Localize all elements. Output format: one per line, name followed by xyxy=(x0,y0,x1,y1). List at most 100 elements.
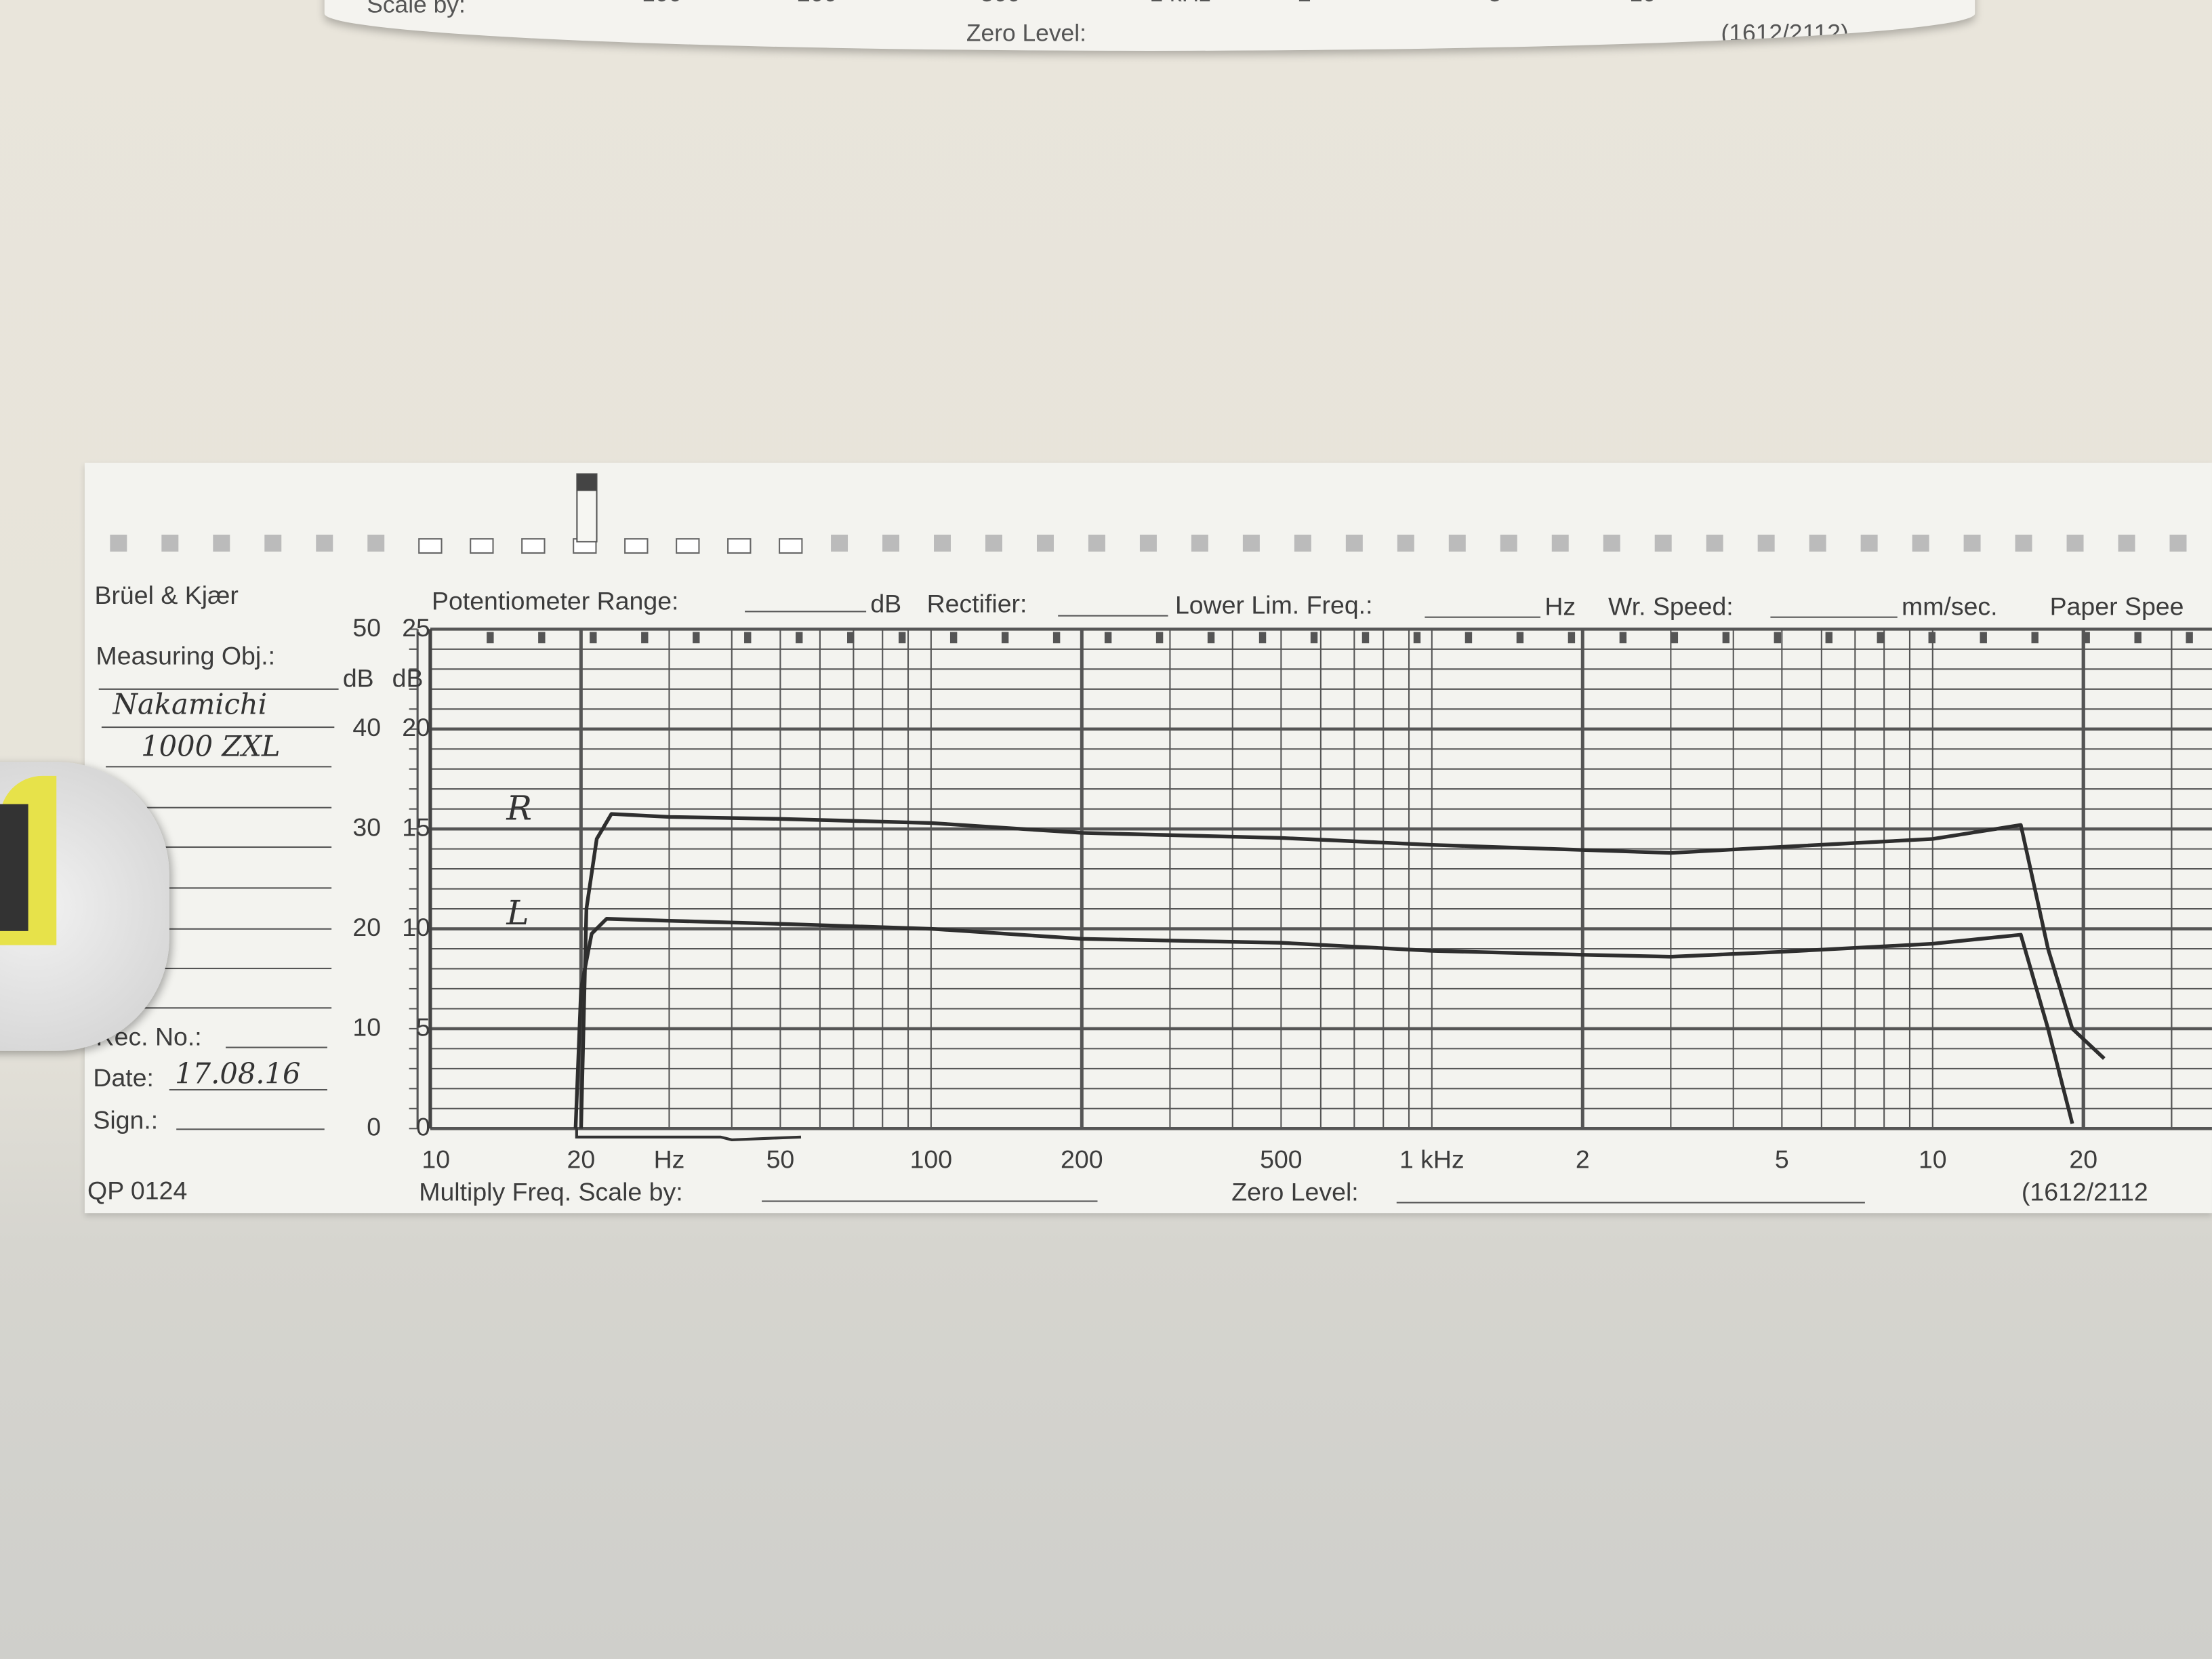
sprocket-hole xyxy=(1191,534,1208,552)
sprocket-hole xyxy=(418,538,443,554)
top-tick-mark xyxy=(1516,632,1524,644)
series-line-L xyxy=(573,917,2074,1129)
top-tick-mark xyxy=(1619,632,1627,644)
top-tick-mark xyxy=(898,632,906,644)
y-tick-label-left: 40 xyxy=(352,713,381,741)
top-tick-mark xyxy=(487,632,494,644)
sprocket-hole xyxy=(779,538,803,554)
footer-code: (1612/2112 xyxy=(2021,1178,2148,1206)
top-tick-mark xyxy=(1258,632,1267,644)
sprocket-hole xyxy=(2118,534,2135,552)
top-tick-mark xyxy=(1207,632,1215,644)
sprocket-hole xyxy=(1139,534,1157,552)
top-tick-mark xyxy=(1928,632,1936,644)
sprocket-hole xyxy=(1088,534,1105,552)
y-tick-label-right: 0 xyxy=(416,1113,430,1141)
brand: Brüel & Kjær xyxy=(94,581,239,610)
pen-marker-tip xyxy=(577,474,597,491)
top-tick-mark xyxy=(1155,632,1164,644)
sprocket-hole xyxy=(1860,534,1878,552)
top-code: (1612/2112) xyxy=(1721,20,1849,47)
top-scale-label: Scale by: xyxy=(367,0,466,19)
x-tick-label: 5 xyxy=(1775,1145,1789,1174)
pen-baseline-trace xyxy=(575,1128,802,1142)
sprocket-hole xyxy=(1242,534,1260,552)
top-tick-mark xyxy=(1052,632,1061,644)
paper-speed-label: Paper Spee xyxy=(2049,592,2184,621)
multiply-freq-label: Multiply Freq. Scale by: xyxy=(419,1178,683,1206)
sprocket-hole xyxy=(2015,534,2032,552)
y-tick-label-right: 5 xyxy=(416,1012,430,1041)
top-tick-mark xyxy=(1568,632,1576,644)
series-line-R xyxy=(579,812,2106,1129)
sprocket-hole xyxy=(1706,534,1723,552)
measuring-obj-line1: Nakamichi xyxy=(112,687,268,721)
x-tick-label: 10 xyxy=(1919,1145,1947,1174)
top-tick-mark xyxy=(2134,632,2142,644)
y-tick-label-right: 20 xyxy=(402,713,430,741)
top-tick-mark xyxy=(1825,632,1832,644)
x-tick-label: 200 xyxy=(1061,1145,1103,1174)
measuring-obj-line2: 1000 ZXL xyxy=(141,729,281,764)
y-tick-label-left: 30 xyxy=(352,813,381,842)
top-tick-mark xyxy=(1722,632,1730,644)
top-tick-mark xyxy=(949,632,958,644)
top-tick: 1 kHz xyxy=(1150,0,1211,8)
top-tick-mark xyxy=(2083,632,2090,644)
hz-label: Hz xyxy=(1544,592,1576,621)
top-tick-mark xyxy=(1361,632,1370,644)
top-tick: 10 xyxy=(1629,0,1656,8)
sprocket-hole xyxy=(985,534,1002,552)
top-tick: 2 xyxy=(1298,0,1311,8)
top-zero-level: Zero Level: xyxy=(966,20,1086,47)
x-tick-label: 100 xyxy=(910,1145,952,1174)
sprocket-hole xyxy=(1397,534,1414,552)
sprocket-hole xyxy=(1500,534,1517,552)
db-label: dB xyxy=(870,590,902,618)
sprocket-hole xyxy=(2066,534,2084,552)
sprocket-hole xyxy=(367,534,385,552)
top-tick-mark xyxy=(1465,632,1473,644)
top-tick-mark xyxy=(538,632,546,644)
top-tick-mark xyxy=(847,632,855,644)
x-tick-label: 10 xyxy=(422,1145,450,1174)
bottle-cap xyxy=(0,762,169,1051)
y-tick-label-right: 10 xyxy=(402,913,430,941)
sprocket-hole xyxy=(110,534,127,552)
sprocket-hole xyxy=(727,538,752,554)
sprocket-hole xyxy=(1551,534,1569,552)
y-tick-label-left: 0 xyxy=(367,1113,381,1141)
top-tick-mark xyxy=(1774,632,1782,644)
top-tick-mark xyxy=(1671,632,1679,644)
top-tick-mark xyxy=(1001,632,1009,644)
sprocket-hole xyxy=(1757,534,1775,552)
sprocket-hole xyxy=(1448,534,1466,552)
y-unit-left: dB xyxy=(343,664,374,693)
sprocket-hole xyxy=(470,538,494,554)
top-tick-mark xyxy=(796,632,803,644)
sprocket-hole xyxy=(831,534,848,552)
series-label-L: L xyxy=(506,893,529,933)
potentiometer-label: Potentiometer Range: xyxy=(431,586,679,615)
form-code: QP 0124 xyxy=(87,1176,188,1205)
y-tick-label-left: 20 xyxy=(352,913,381,941)
top-tick-mark xyxy=(1310,632,1318,644)
top-tick: 100 xyxy=(642,0,682,8)
top-tick: 200 xyxy=(797,0,837,8)
sprocket-hole xyxy=(624,538,649,554)
sprocket-hole xyxy=(1963,534,1981,552)
sprocket-hole xyxy=(264,534,282,552)
measuring-obj-label: Measuring Obj.: xyxy=(96,642,276,670)
top-tick-mark xyxy=(693,632,700,644)
x-tick-label: 50 xyxy=(766,1145,795,1174)
sprocket-hole xyxy=(1603,534,1620,552)
y-tick-label-right: 25 xyxy=(402,613,430,642)
top-tick-mark xyxy=(744,632,752,644)
rectifier-label: Rectifier: xyxy=(926,590,1027,618)
series-label-R: R xyxy=(506,788,532,827)
sign-label: Sign.: xyxy=(93,1105,159,1134)
x-tick-label: 500 xyxy=(1260,1145,1303,1174)
top-tick-mark xyxy=(2031,632,2039,644)
top-tick-mark xyxy=(1980,632,1987,644)
